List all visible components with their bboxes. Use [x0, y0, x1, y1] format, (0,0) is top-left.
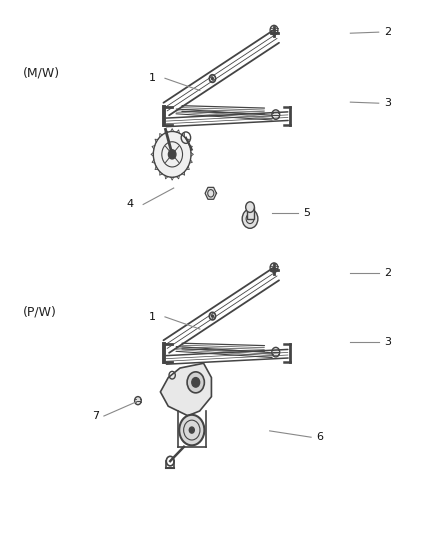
Circle shape — [179, 415, 204, 446]
Circle shape — [271, 110, 279, 119]
Text: 2: 2 — [383, 27, 390, 37]
Circle shape — [245, 202, 254, 213]
Circle shape — [269, 263, 277, 272]
Polygon shape — [205, 188, 216, 199]
Circle shape — [134, 397, 141, 405]
Polygon shape — [160, 364, 211, 416]
Circle shape — [191, 377, 199, 387]
Circle shape — [271, 348, 279, 357]
Circle shape — [211, 315, 213, 317]
Circle shape — [242, 209, 257, 228]
Text: 3: 3 — [383, 337, 390, 347]
Text: 6: 6 — [316, 432, 323, 442]
Text: 2: 2 — [383, 268, 390, 278]
Circle shape — [153, 132, 191, 177]
Circle shape — [189, 427, 194, 433]
Text: (M/W): (M/W) — [23, 67, 60, 79]
Circle shape — [168, 150, 176, 159]
Circle shape — [187, 372, 204, 393]
Text: (P/W): (P/W) — [23, 305, 57, 318]
Text: 3: 3 — [383, 98, 390, 108]
Text: 1: 1 — [148, 312, 155, 322]
Circle shape — [211, 77, 213, 80]
Text: 7: 7 — [92, 411, 99, 421]
Circle shape — [269, 26, 277, 35]
Text: 4: 4 — [126, 199, 133, 209]
Text: 1: 1 — [148, 73, 155, 83]
Text: 5: 5 — [303, 208, 310, 218]
Bar — [246, 207, 253, 219]
